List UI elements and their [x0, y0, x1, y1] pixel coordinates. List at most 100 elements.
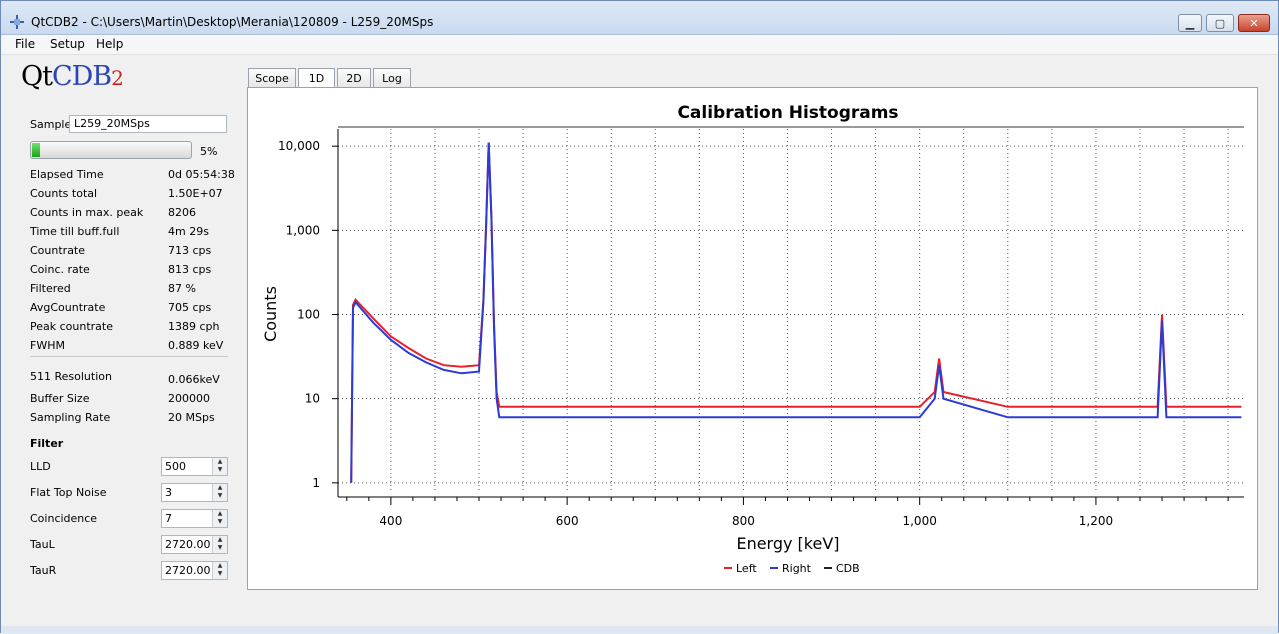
setting-label: Sampling Rate	[30, 411, 111, 424]
grid	[338, 129, 1244, 491]
maximize-button[interactable]: ▢	[1206, 14, 1234, 32]
filter-label-taul: TauL	[30, 538, 55, 551]
stat-value: 813 cps	[168, 263, 212, 276]
sample-label: Sample	[30, 118, 72, 131]
progress-bar	[30, 141, 192, 159]
stat-label: Filtered	[30, 282, 71, 295]
menu-setup[interactable]: Setup	[50, 37, 85, 51]
progress-fill	[32, 143, 40, 157]
series-right	[350, 142, 1242, 483]
menu-bar: File Setup Help	[1, 35, 1278, 55]
stat-label: Elapsed Time	[30, 168, 104, 181]
window-title: QtCDB2 - C:\Users\Martin\Desktop\Merania…	[31, 15, 434, 29]
filter-label-coincidence: Coincidence	[30, 512, 98, 525]
tab-log[interactable]: Log	[373, 68, 411, 88]
setting-value: 0.066keV	[168, 373, 220, 386]
legend: Left Right CDB	[724, 562, 860, 575]
stat-value: 1389 cph	[168, 320, 220, 333]
tab-scope[interactable]: Scope	[248, 68, 296, 88]
spinbox-value: 2720.00	[165, 538, 211, 551]
spinbox-value: 3	[165, 486, 172, 499]
taur-spinbox[interactable]: 2720.00 ▲ ▼	[161, 561, 228, 580]
spin-up-icon[interactable]: ▲	[217, 484, 223, 491]
x-tick-label: 800	[732, 514, 755, 528]
stat-value: 4m 29s	[168, 225, 209, 238]
tab-1d[interactable]: 1D	[298, 68, 335, 89]
spin-up-icon[interactable]: ▲	[217, 536, 223, 543]
menu-help[interactable]: Help	[96, 37, 124, 51]
y-axis-label: Counts	[261, 286, 280, 342]
spin-down-icon[interactable]: ▼	[217, 518, 223, 525]
stat-label: Countrate	[30, 244, 86, 257]
spin-up-icon[interactable]: ▲	[217, 562, 223, 569]
y-tick-label: 1,000	[286, 223, 320, 237]
stat-value: 87 %	[168, 282, 196, 295]
flat-top-noise-spinbox[interactable]: 3 ▲ ▼	[161, 483, 228, 502]
stat-value: 0.889 keV	[168, 339, 224, 352]
setting-label: 511 Resolution	[30, 370, 112, 383]
tab-2d[interactable]: 2D	[337, 68, 371, 88]
y-tick-label: 10	[305, 392, 320, 406]
stat-label: Peak countrate	[30, 320, 113, 333]
filter-label-flat-top: Flat Top Noise	[30, 486, 107, 499]
title-bar[interactable]: QtCDB2 - C:\Users\Martin\Desktop\Merania…	[1, 1, 1278, 35]
spin-down-icon[interactable]: ▼	[217, 544, 223, 551]
series-layer	[350, 142, 1242, 483]
setting-value: 200000	[168, 392, 210, 405]
stat-label: AvgCountrate	[30, 301, 106, 314]
status-panel: QtCDB2 Sample L259_20MSps 5% Elapsed Tim…	[1, 56, 241, 626]
histogram-chart[interactable]: Calibration Histograms 400 600 800 1,000 1,2…	[248, 88, 1257, 589]
series-left	[350, 142, 1242, 483]
progress-text: 5%	[200, 145, 218, 158]
x-tick-label: 1,000	[902, 514, 936, 528]
status-bar	[1, 626, 1278, 634]
lld-spinbox[interactable]: 500 ▲ ▼	[161, 457, 228, 476]
stat-label: FWHM	[30, 339, 65, 352]
filter-label-lld: LLD	[30, 460, 51, 473]
legend-label-cdb: CDB	[836, 562, 860, 575]
y-tick-label: 10,000	[278, 139, 320, 153]
x-tick-label: 1,200	[1079, 514, 1113, 528]
spinbox-value: 500	[165, 460, 186, 473]
axes: 400 600 800 1,000 1,200 1 10 100 1,000 10,000	[278, 129, 1244, 528]
spin-up-icon[interactable]: ▲	[217, 510, 223, 517]
stat-value: 713 cps	[168, 244, 212, 257]
coincidence-spinbox[interactable]: 7 ▲ ▼	[161, 509, 228, 528]
spin-down-icon[interactable]: ▼	[217, 492, 223, 499]
y-tick-label: 100	[297, 308, 320, 322]
close-button[interactable]: ✕	[1238, 14, 1270, 32]
chart-title: Calibration Histograms	[677, 103, 898, 123]
setting-value: 20 MSps	[168, 411, 215, 424]
sample-input[interactable]: L259_20MSps	[69, 115, 227, 133]
stat-label: Time till buff.full	[30, 225, 120, 238]
filter-label-taur: TauR	[30, 564, 57, 577]
spin-down-icon[interactable]: ▼	[217, 570, 223, 577]
menu-file[interactable]: File	[15, 37, 36, 51]
stat-value: 705 cps	[168, 301, 212, 314]
y-tick-label: 1	[312, 476, 320, 490]
x-axis-label: Energy [keV]	[736, 534, 839, 553]
stat-value: 0d 05:54:38	[168, 168, 235, 181]
stat-label: Counts total	[30, 187, 98, 200]
spin-up-icon[interactable]: ▲	[217, 458, 223, 465]
filter-heading: Filter	[30, 437, 64, 450]
x-tick-label: 400	[379, 514, 402, 528]
taul-spinbox[interactable]: 2720.00 ▲ ▼	[161, 535, 228, 554]
stat-label: Coinc. rate	[30, 263, 90, 276]
spinbox-value: 2720.00	[165, 564, 211, 577]
stat-label: Counts in max. peak	[30, 206, 144, 219]
legend-label-left: Left	[736, 562, 757, 575]
x-tick-label: 600	[556, 514, 579, 528]
minimize-button[interactable]: ▁	[1178, 14, 1202, 32]
tab-content-1d: Calibration Histograms 400 600 800 1,000 1,2…	[247, 87, 1258, 590]
spinbox-value: 7	[165, 512, 172, 525]
setting-label: Buffer Size	[30, 392, 90, 405]
app-logo: QtCDB2	[21, 61, 124, 92]
legend-label-right: Right	[782, 562, 812, 575]
stat-value: 8206	[168, 206, 196, 219]
spin-down-icon[interactable]: ▼	[217, 466, 223, 473]
divider	[30, 356, 228, 357]
stat-value: 1.50E+07	[168, 187, 223, 200]
app-icon	[10, 15, 24, 29]
